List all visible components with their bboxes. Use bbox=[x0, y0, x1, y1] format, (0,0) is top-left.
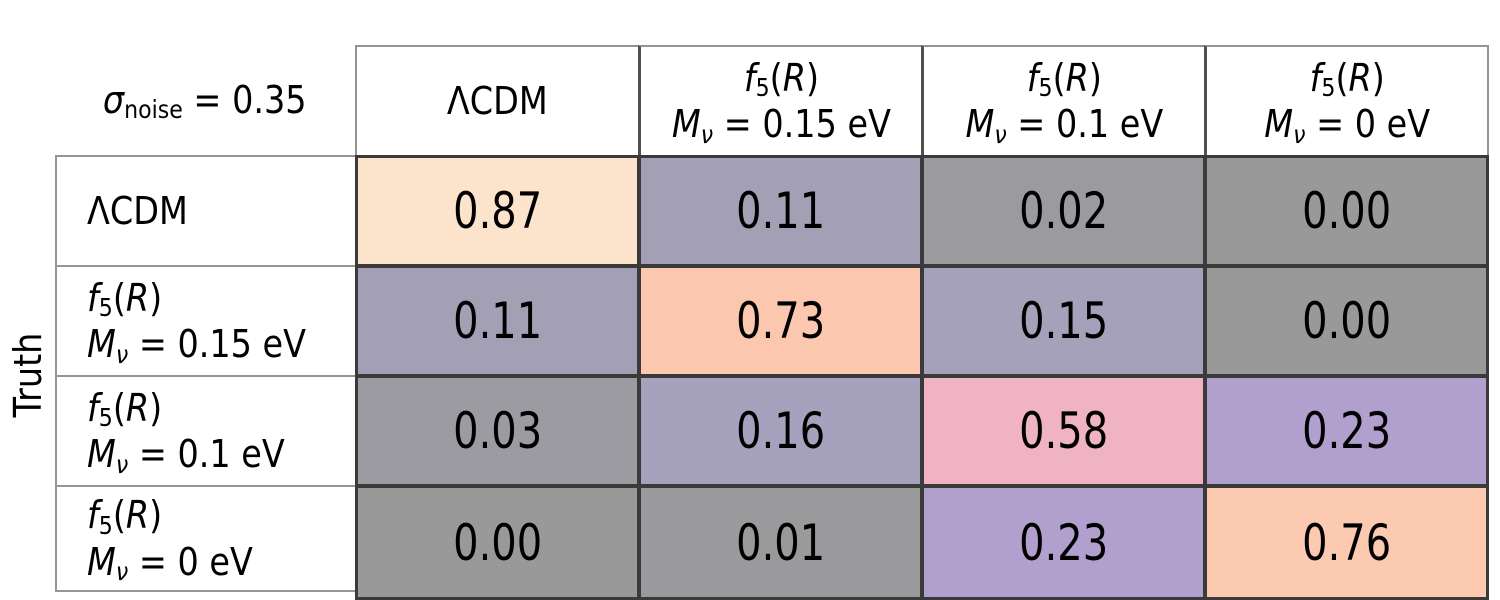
col-header-f5r-0ev: f5(R) Mν = 0 eV bbox=[1204, 45, 1489, 157]
row-label-f5r-0ev: f5(R) Mν = 0 eV bbox=[55, 485, 357, 592]
matrix-cell-r1c1: 0.73 bbox=[638, 265, 923, 377]
matrix-value-r0c0: 0.87 bbox=[452, 182, 543, 240]
matrix-value-r1c2: 0.15 bbox=[1018, 292, 1109, 350]
matrix-cell-r2c1: 0.16 bbox=[638, 375, 923, 487]
matrix-cell-r1c0: 0.11 bbox=[355, 265, 640, 377]
matrix-cell-r0c3: 0.00 bbox=[1204, 155, 1489, 267]
matrix-value-r0c2: 0.02 bbox=[1018, 182, 1109, 240]
matrix-value-r1c0: 0.11 bbox=[452, 292, 543, 350]
matrix-value-r0c3: 0.00 bbox=[1301, 182, 1392, 240]
y-axis-label-truth: Truth bbox=[6, 332, 50, 418]
col-header-f5r-015ev: f5(R) Mν = 0.15 eV bbox=[638, 45, 923, 157]
sigma-noise-value: σnoise = 0.35 bbox=[103, 77, 307, 125]
matrix-cell-r1c2: 0.15 bbox=[921, 265, 1206, 377]
col-header-lcdm-label: ΛCDM bbox=[447, 78, 548, 123]
col-header-f5r-01ev: f5(R) Mν = 0.1 eV bbox=[921, 45, 1206, 157]
row-label-f5r-015ev: f5(R) Mν = 0.15 eV bbox=[55, 265, 357, 377]
matrix-value-r2c2: 0.58 bbox=[1018, 402, 1109, 460]
row-label-lcdm-label: ΛCDM bbox=[87, 188, 188, 233]
matrix-cell-r3c1: 0.01 bbox=[638, 485, 923, 600]
row-label-f5r-015ev-label: f5(R) Mν = 0.15 eV bbox=[87, 275, 307, 369]
matrix-value-r1c1: 0.73 bbox=[735, 292, 826, 350]
matrix-cell-r2c2: 0.58 bbox=[921, 375, 1206, 487]
col-header-f5r-015ev-label: f5(R) Mν = 0.15 eV bbox=[671, 55, 891, 149]
col-header-f5r-0ev-label: f5(R) Mν = 0 eV bbox=[1264, 55, 1430, 149]
matrix-cell-r0c0: 0.87 bbox=[355, 155, 640, 267]
matrix-cell-r3c3: 0.76 bbox=[1204, 485, 1489, 600]
matrix-value-r0c1: 0.11 bbox=[735, 182, 826, 240]
col-header-lcdm: ΛCDM bbox=[355, 45, 640, 157]
matrix-value-r3c1: 0.01 bbox=[735, 513, 826, 572]
matrix-cell-r2c3: 0.23 bbox=[1204, 375, 1489, 487]
matrix-cell-r0c1: 0.11 bbox=[638, 155, 923, 267]
matrix-value-r2c1: 0.16 bbox=[735, 402, 826, 460]
matrix-cell-r2c0: 0.03 bbox=[355, 375, 640, 487]
row-label-f5r-01ev-label: f5(R) Mν = 0.1 eV bbox=[87, 385, 285, 479]
matrix-value-r3c2: 0.23 bbox=[1018, 513, 1109, 572]
matrix-value-r3c0: 0.00 bbox=[452, 513, 543, 572]
matrix-cell-r1c3: 0.00 bbox=[1204, 265, 1489, 377]
matrix-value-r3c3: 0.76 bbox=[1301, 513, 1392, 572]
corner-noise-label: σnoise = 0.35 bbox=[55, 45, 355, 155]
row-label-lcdm: ΛCDM bbox=[55, 155, 357, 267]
matrix-cell-r0c2: 0.02 bbox=[921, 155, 1206, 267]
matrix-cell-r3c2: 0.23 bbox=[921, 485, 1206, 600]
matrix-value-r2c3: 0.23 bbox=[1301, 402, 1392, 460]
matrix-cell-r3c0: 0.00 bbox=[355, 485, 640, 600]
matrix-value-r2c0: 0.03 bbox=[452, 402, 543, 460]
col-header-f5r-01ev-label: f5(R) Mν = 0.1 eV bbox=[965, 55, 1163, 149]
row-label-f5r-01ev: f5(R) Mν = 0.1 eV bbox=[55, 375, 357, 487]
row-label-f5r-0ev-label: f5(R) Mν = 0 eV bbox=[87, 493, 253, 587]
matrix-value-r1c3: 0.00 bbox=[1301, 292, 1392, 350]
